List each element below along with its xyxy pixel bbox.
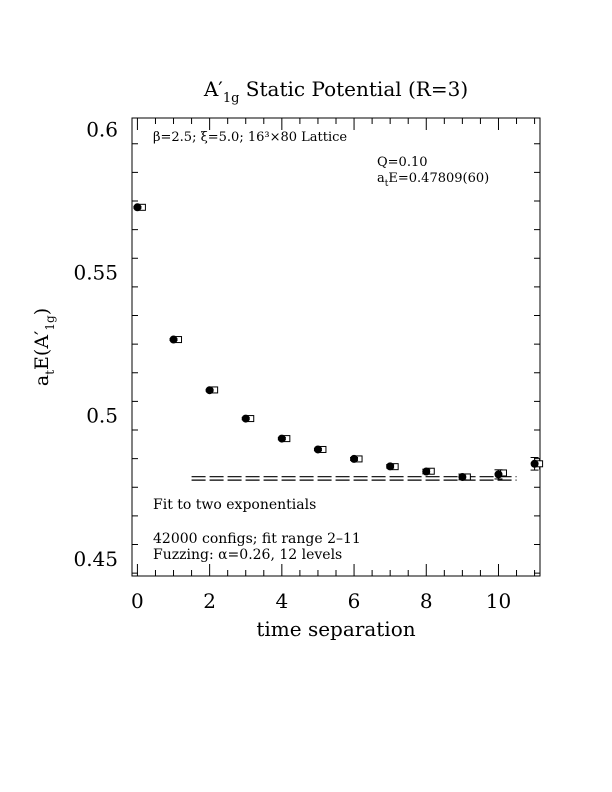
filled-point <box>277 434 286 443</box>
title-prime: ′ <box>218 77 223 101</box>
y-tick-label: 0.6 <box>86 117 118 141</box>
ylabel-mid: E(A <box>31 335 53 370</box>
y-tick-label: 0.55 <box>73 261 118 285</box>
filled-point <box>133 203 142 212</box>
configs-annotation: 42000 configs; fit range 2–11 <box>153 531 361 547</box>
ae-sub: t <box>385 179 389 189</box>
q-annotation: Q=0.10 <box>377 155 428 170</box>
filled-point <box>313 445 322 454</box>
filled-point <box>494 470 503 479</box>
tick-labels: 0 2 4 6 8 10 0.45 0.5 0.55 0.6 <box>73 117 511 613</box>
filled-point <box>350 454 359 463</box>
x-tick-label: 6 <box>348 589 361 613</box>
filled-point <box>530 459 539 468</box>
x-axis-label: time separation <box>256 617 415 641</box>
x-tick-label: 2 <box>203 589 216 613</box>
tick-marks <box>132 118 540 576</box>
ae-main: a <box>377 171 385 186</box>
ylabel-close: ) <box>31 308 53 315</box>
filled-point <box>169 335 178 344</box>
filled-point <box>386 462 395 471</box>
fit-annotation: Fit to two exponentials <box>153 497 316 513</box>
lattice-annotation: β=2.5; ξ=5.0; 16³×80 Lattice <box>153 130 347 145</box>
x-tick-label: 10 <box>486 589 511 613</box>
y-tick-label: 0.5 <box>86 404 118 428</box>
filled-point <box>458 472 467 481</box>
title-rest: Static Potential (R=3) <box>239 77 468 101</box>
title-sub: 1g <box>223 91 240 106</box>
ylabel-main: a <box>31 375 53 386</box>
x-tick-label: 8 <box>420 589 433 613</box>
ae-rest: E=0.47809(60) <box>388 171 489 186</box>
x-tick-label: 0 <box>131 589 144 613</box>
ylabel-sub1: t <box>43 370 57 375</box>
data-points <box>133 203 544 481</box>
ylabel-prime: ′ <box>31 331 53 335</box>
chart-title: A′1g Static Potential (R=3) <box>203 77 468 106</box>
filled-point <box>422 467 431 476</box>
fuzzing-annotation: Fuzzing: α=0.26, 12 levels <box>153 547 342 563</box>
ylabel-sub2: 1g <box>43 315 57 331</box>
energy-annotation: atE=0.47809(60) <box>377 171 489 189</box>
title-main: A <box>203 77 219 101</box>
y-axis-label: atE(A′1g) <box>31 308 57 386</box>
y-tick-label: 0.45 <box>73 547 118 571</box>
filled-point <box>241 414 250 423</box>
x-tick-label: 4 <box>275 589 288 613</box>
filled-point <box>205 386 214 395</box>
